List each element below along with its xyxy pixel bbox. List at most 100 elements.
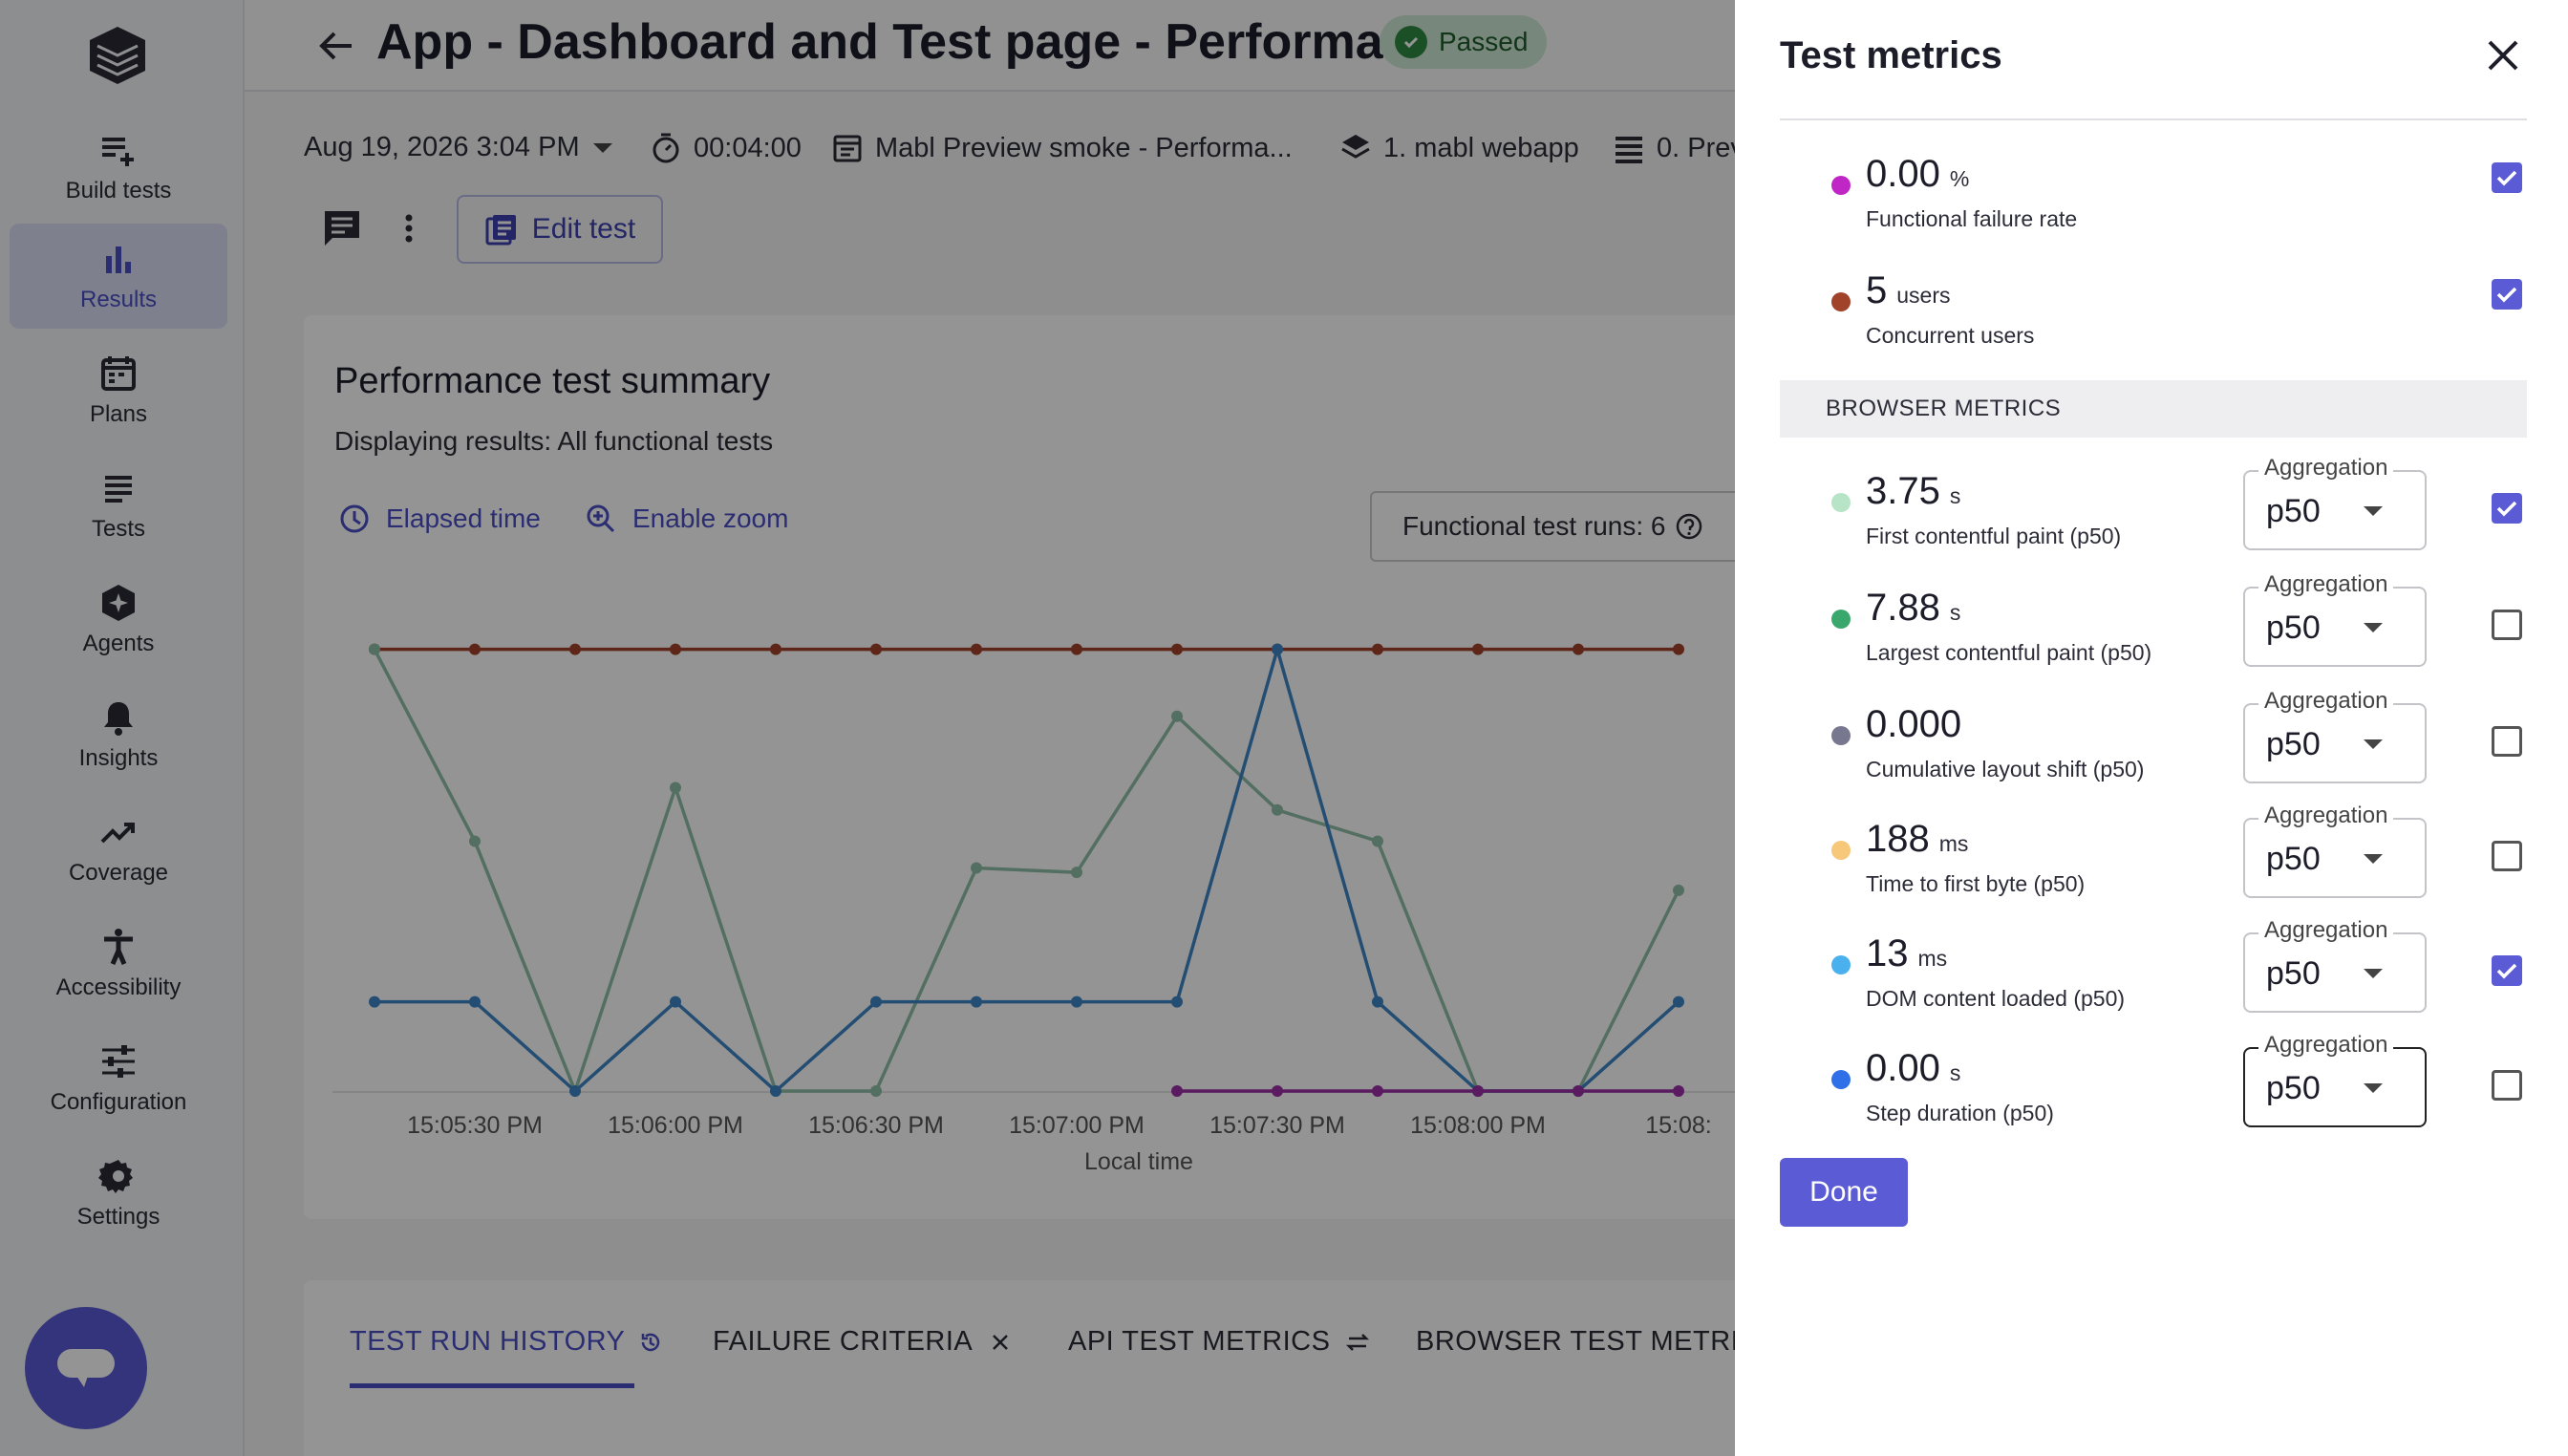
layers-icon (1341, 135, 1370, 159)
data-point[interactable] (971, 643, 982, 655)
environment-link[interactable]: 0. Prev (1613, 132, 1744, 164)
data-point[interactable] (1071, 996, 1082, 1008)
tab-api-test-metrics[interactable]: API TEST METRICS (1068, 1326, 1370, 1358)
data-point[interactable] (870, 996, 882, 1008)
back-arrow-icon[interactable] (313, 23, 359, 69)
data-point[interactable] (971, 996, 982, 1008)
close-icon[interactable] (2480, 32, 2526, 78)
metric-step-duration: 0.00 s Step duration (p50) Aggregation p5… (1780, 1032, 2527, 1152)
sidebar-item-tests[interactable]: Tests (10, 453, 227, 558)
chevron-down-icon (2364, 969, 2383, 978)
data-point[interactable] (469, 643, 481, 655)
data-point[interactable] (1673, 884, 1684, 896)
aggregation-select[interactable]: Aggregation p50 (2243, 803, 2427, 898)
metric-name: Cumulative layout shift (p50) (1866, 757, 2145, 782)
sidebar-item-build-tests[interactable]: Build tests (10, 115, 227, 220)
metric-checkbox[interactable] (2492, 955, 2522, 986)
data-point[interactable] (469, 835, 481, 847)
metric-checkbox[interactable] (2492, 841, 2522, 871)
data-point[interactable] (369, 643, 380, 655)
data-point[interactable] (971, 862, 982, 874)
data-point[interactable] (1673, 996, 1684, 1008)
sidebar-item-configuration[interactable]: Configuration (10, 1026, 227, 1131)
data-point[interactable] (1272, 803, 1283, 816)
x-tick-label: 15:08:00 PM (1410, 1112, 1546, 1139)
sidebar-item-agents[interactable]: Agents (10, 567, 227, 673)
data-point[interactable] (1573, 1085, 1584, 1097)
metric-unit: % (1949, 166, 1970, 191)
page-title: App - Dashboard and Test page - Performa… (376, 14, 1469, 70)
tab-failure-criteria[interactable]: FAILURE CRITERIA (713, 1326, 1011, 1358)
plan-link[interactable]: Mabl Preview smoke - Performa... (831, 132, 1293, 164)
data-point[interactable] (1372, 643, 1383, 655)
data-point[interactable] (1372, 1085, 1383, 1097)
data-point[interactable] (469, 996, 481, 1008)
data-point[interactable] (1472, 643, 1484, 655)
aggregation-select[interactable]: Aggregation p50 (2243, 688, 2427, 783)
metric-checkbox[interactable] (2492, 493, 2522, 524)
application-link[interactable]: 1. mabl webapp (1339, 132, 1579, 164)
data-point[interactable] (870, 1085, 882, 1097)
metric-checkbox[interactable] (2492, 610, 2522, 640)
data-point[interactable] (770, 1085, 781, 1097)
data-point[interactable] (1272, 1085, 1283, 1097)
aggregation-label: Aggregation (2258, 803, 2394, 829)
aggregation-value: p50 (2266, 955, 2321, 992)
data-point[interactable] (1171, 710, 1183, 722)
series-color-dot (1831, 176, 1851, 195)
help-circle-icon[interactable] (1675, 512, 1703, 541)
zoom-in-icon (587, 504, 615, 533)
aggregation-select[interactable]: Aggregation p50 (2243, 917, 2427, 1013)
sidebar-item-settings[interactable]: Settings (10, 1141, 227, 1246)
comments-button[interactable] (313, 195, 371, 262)
sidebar-item-coverage[interactable]: Coverage (10, 797, 227, 902)
metric-checkbox[interactable] (2492, 1070, 2522, 1101)
data-point[interactable] (670, 782, 681, 794)
data-point[interactable] (1573, 643, 1584, 655)
tab-browser-test-metrics[interactable]: BROWSER TEST METRICS (1416, 1326, 1779, 1358)
sidebar-item-insights[interactable]: Insights (10, 682, 227, 787)
metric-value: 3.75 s (1866, 470, 1960, 513)
metric-checkbox[interactable] (2492, 162, 2522, 193)
data-point[interactable] (770, 643, 781, 655)
aggregation-select[interactable]: Aggregation p50 (2243, 571, 2427, 667)
mabl-logo-icon[interactable] (84, 23, 151, 88)
aggregation-select[interactable]: Aggregation p50 (2243, 455, 2427, 550)
sidebar-item-results[interactable]: Results (10, 224, 227, 329)
data-point[interactable] (1272, 643, 1283, 655)
data-point[interactable] (1171, 996, 1183, 1008)
data-point[interactable] (670, 643, 681, 655)
data-point[interactable] (569, 1085, 581, 1097)
modal-backdrop[interactable] (0, 0, 1735, 1456)
data-point[interactable] (1673, 643, 1684, 655)
data-point[interactable] (870, 643, 882, 655)
data-point[interactable] (1171, 643, 1183, 655)
data-point[interactable] (1071, 867, 1082, 879)
data-point[interactable] (670, 996, 681, 1008)
data-point[interactable] (1472, 1085, 1484, 1097)
metric-checkbox[interactable] (2492, 279, 2522, 310)
data-point[interactable] (1071, 643, 1082, 655)
aggregation-select[interactable]: Aggregation p50 (2243, 1032, 2427, 1127)
data-point[interactable] (1372, 996, 1383, 1008)
elapsed-time-toggle[interactable]: Elapsed time (338, 503, 541, 535)
data-point[interactable] (569, 643, 581, 655)
run-date-select[interactable]: Aug 19, 2026 3:04 PM (304, 132, 612, 163)
metric-checkbox[interactable] (2492, 726, 2522, 757)
tab-test-run-history[interactable]: TEST RUN HISTORY (350, 1326, 663, 1358)
enable-zoom-toggle[interactable]: Enable zoom (585, 503, 788, 535)
done-button[interactable]: Done (1780, 1158, 1908, 1227)
accessibility-icon (104, 929, 133, 965)
more-options-button[interactable] (390, 195, 428, 262)
metric-value: 0.00 s (1866, 1047, 1960, 1090)
chat-button[interactable] (25, 1307, 147, 1429)
sidebar-item-label: Results (79, 287, 158, 312)
data-point[interactable] (1372, 835, 1383, 847)
data-point[interactable] (1673, 1085, 1684, 1097)
data-point[interactable] (369, 996, 380, 1008)
data-point[interactable] (1171, 1085, 1183, 1097)
edit-test-button[interactable]: Edit test (457, 195, 663, 264)
sidebar-item-accessibility[interactable]: Accessibility (10, 911, 227, 1017)
sidebar-item-plans[interactable]: Plans (10, 338, 227, 443)
metric-unit: ms (1917, 946, 1948, 971)
